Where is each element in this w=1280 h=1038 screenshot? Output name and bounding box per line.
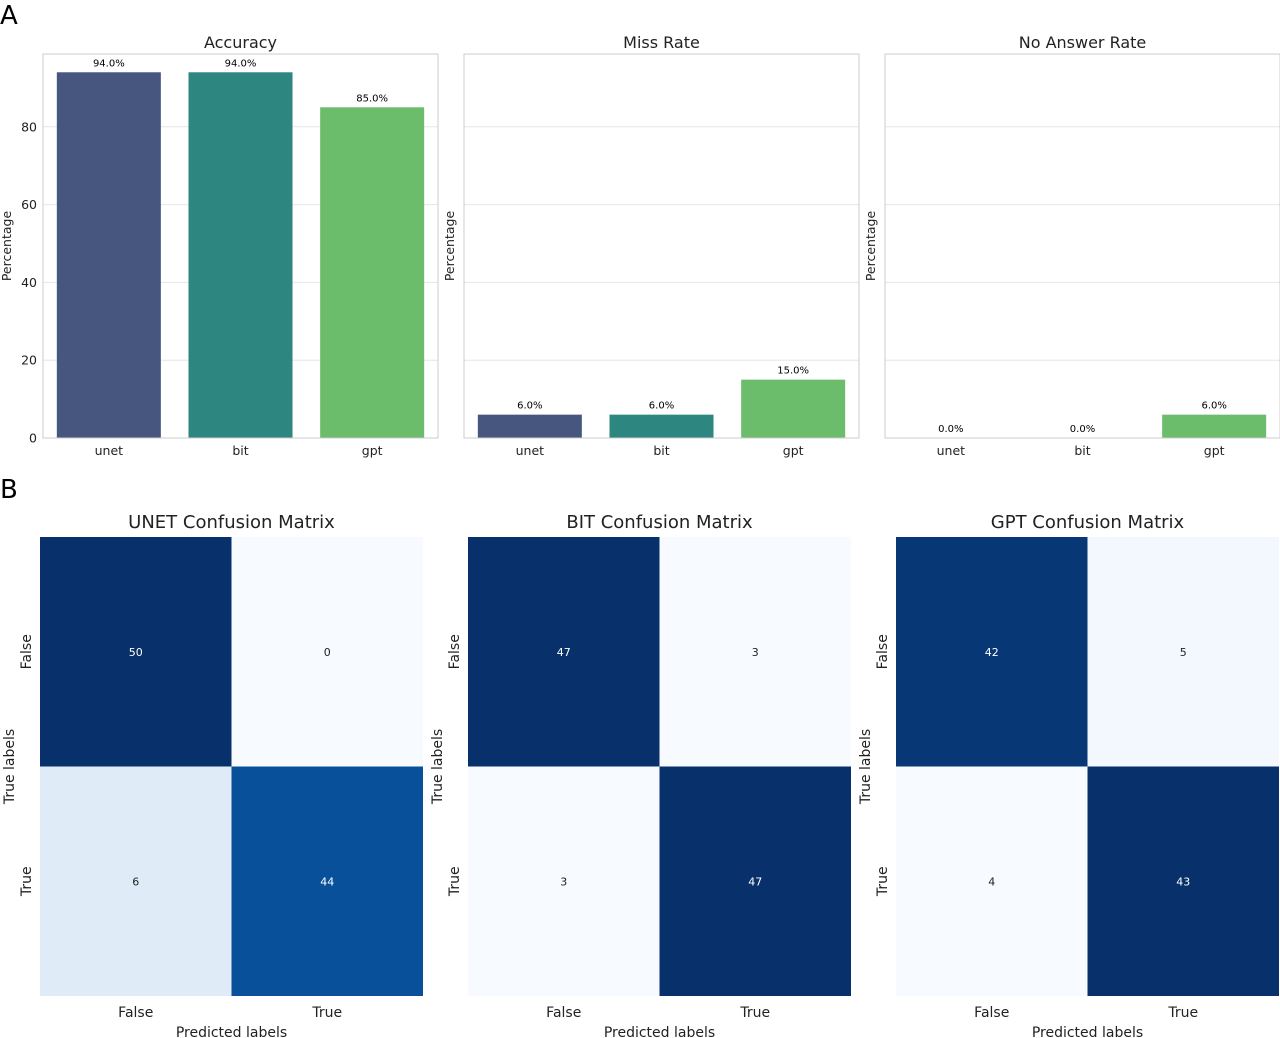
confusion-matrix-2: 47 3 3 47 False True False True Predicted labels… bbox=[430, 512, 851, 1038]
y-axis-label: True labels bbox=[858, 729, 874, 805]
chart-title: UNET Confusion Matrix bbox=[128, 512, 335, 533]
bar-value-label: 0.0% bbox=[1070, 424, 1095, 435]
panel-label-a: A bbox=[0, 1, 18, 31]
heatmap-cell bbox=[40, 537, 232, 767]
heatmap-cell bbox=[231, 537, 423, 767]
x-tick-label: bit bbox=[232, 443, 248, 458]
y-axis-label: Percentage bbox=[442, 211, 457, 282]
x-axis-label: Predicted labels bbox=[604, 1025, 715, 1038]
y-tick-label: 0 bbox=[29, 431, 37, 446]
x-tick-label: True bbox=[739, 1005, 770, 1021]
cell-value-label: 47 bbox=[557, 646, 571, 659]
axes-frame bbox=[42, 53, 439, 439]
confusion-matrix-1: 50 0 6 44 False True False True Predicted labels… bbox=[2, 512, 423, 1038]
panel-label-b: B bbox=[0, 475, 18, 505]
x-tick-label: gpt bbox=[362, 443, 383, 458]
bar-gpt bbox=[320, 107, 425, 439]
x-tick-label: gpt bbox=[1204, 443, 1225, 458]
bar-bit bbox=[609, 414, 714, 438]
x-tick-label: unet bbox=[516, 443, 545, 458]
x-tick-label: unet bbox=[95, 443, 124, 458]
heatmap-cell bbox=[896, 537, 1088, 767]
charts-layer: 94.0%unet94.0%bit85.0%gpt020406080Percen… bbox=[0, 33, 1280, 1038]
bar-value-label: 6.0% bbox=[1201, 401, 1226, 412]
cell-value-label: 4 bbox=[988, 875, 995, 888]
cell-value-label: 5 bbox=[1180, 646, 1187, 659]
cell-value-label: 6 bbox=[132, 875, 139, 888]
chart-title: BIT Confusion Matrix bbox=[566, 512, 753, 533]
y-tick-label: False bbox=[447, 634, 463, 669]
x-tick-label: False bbox=[546, 1005, 581, 1021]
heatmap-cell bbox=[468, 766, 660, 996]
chart-title: Accuracy bbox=[204, 33, 277, 52]
cell-value-label: 3 bbox=[752, 646, 759, 659]
y-tick-label: 20 bbox=[21, 353, 37, 368]
y-axis-label: True labels bbox=[430, 729, 446, 805]
x-tick-label: False bbox=[974, 1005, 1009, 1021]
x-axis-label: Predicted labels bbox=[1032, 1025, 1143, 1038]
bar-value-label: 0.0% bbox=[938, 424, 963, 435]
bar-gpt bbox=[1162, 414, 1267, 438]
y-axis-label: Percentage bbox=[863, 211, 878, 282]
y-tick-label: 60 bbox=[21, 197, 37, 212]
axes-frame bbox=[884, 53, 1280, 439]
bar-chart-2: 6.0% unet 6.0% bit 15.0% gpt Percentage Miss Ra… bbox=[442, 33, 860, 458]
bar-value-label: 85.0% bbox=[356, 93, 388, 104]
y-tick-label: True bbox=[19, 866, 35, 897]
y-tick-label: 80 bbox=[21, 119, 37, 134]
heatmap-cell bbox=[468, 537, 660, 767]
bar-value-label: 94.0% bbox=[225, 58, 257, 69]
heatmap-cell bbox=[1087, 766, 1279, 996]
x-tick-label: bit bbox=[653, 443, 669, 458]
bar-unet bbox=[56, 72, 161, 439]
cell-value-label: 47 bbox=[748, 875, 762, 888]
x-tick-label: gpt bbox=[783, 443, 804, 458]
cell-value-label: 43 bbox=[1176, 875, 1190, 888]
heatmap-cell bbox=[659, 537, 851, 767]
y-tick-label: 40 bbox=[21, 275, 37, 290]
x-tick-label: True bbox=[1167, 1005, 1198, 1021]
chart-title: No Answer Rate bbox=[1019, 33, 1147, 52]
cell-value-label: 42 bbox=[985, 646, 999, 659]
bar-value-label: 15.0% bbox=[777, 366, 809, 377]
cell-value-label: 50 bbox=[129, 646, 143, 659]
bar-unet bbox=[477, 414, 582, 438]
bar-chart-3: 0.0% unet 0.0% bit 6.0% gpt Percentage No Answe… bbox=[863, 33, 1280, 458]
heatmap-cell bbox=[659, 766, 851, 996]
confusion-matrix-3: 42 5 4 43 False True False True Predicted labels… bbox=[858, 512, 1279, 1038]
bar-chart-1: 94.0% unet 94.0% bit 85.0% gpt 0 20 40 60 80 Percen… bbox=[0, 33, 439, 458]
chart-title: GPT Confusion Matrix bbox=[991, 512, 1185, 533]
cell-value-label: 3 bbox=[560, 875, 567, 888]
axes-frame bbox=[463, 53, 860, 439]
y-tick-label: False bbox=[19, 634, 35, 669]
y-axis-label: True labels bbox=[2, 729, 18, 805]
chart-title: Miss Rate bbox=[623, 33, 700, 52]
x-axis-label: Predicted labels bbox=[176, 1025, 287, 1038]
bar-bit bbox=[188, 72, 293, 439]
y-axis-label: Percentage bbox=[0, 211, 14, 282]
cell-value-label: 0 bbox=[324, 646, 331, 659]
bar-gpt bbox=[741, 379, 846, 438]
bar-value-label: 94.0% bbox=[93, 58, 125, 69]
x-tick-label: bit bbox=[1074, 443, 1090, 458]
bar-value-label: 6.0% bbox=[649, 401, 674, 412]
heatmap-cell bbox=[40, 766, 232, 996]
y-tick-label: False bbox=[875, 634, 891, 669]
cell-value-label: 44 bbox=[320, 875, 334, 888]
heatmap-cell bbox=[896, 766, 1088, 996]
heatmap-cell bbox=[231, 766, 423, 996]
bar-value-label: 6.0% bbox=[517, 401, 542, 412]
x-tick-label: unet bbox=[937, 443, 966, 458]
heatmap-cell bbox=[1087, 537, 1279, 767]
y-tick-label: True bbox=[875, 866, 891, 897]
x-tick-label: True bbox=[311, 1005, 342, 1021]
y-tick-label: True bbox=[447, 866, 463, 897]
x-tick-label: False bbox=[118, 1005, 153, 1021]
